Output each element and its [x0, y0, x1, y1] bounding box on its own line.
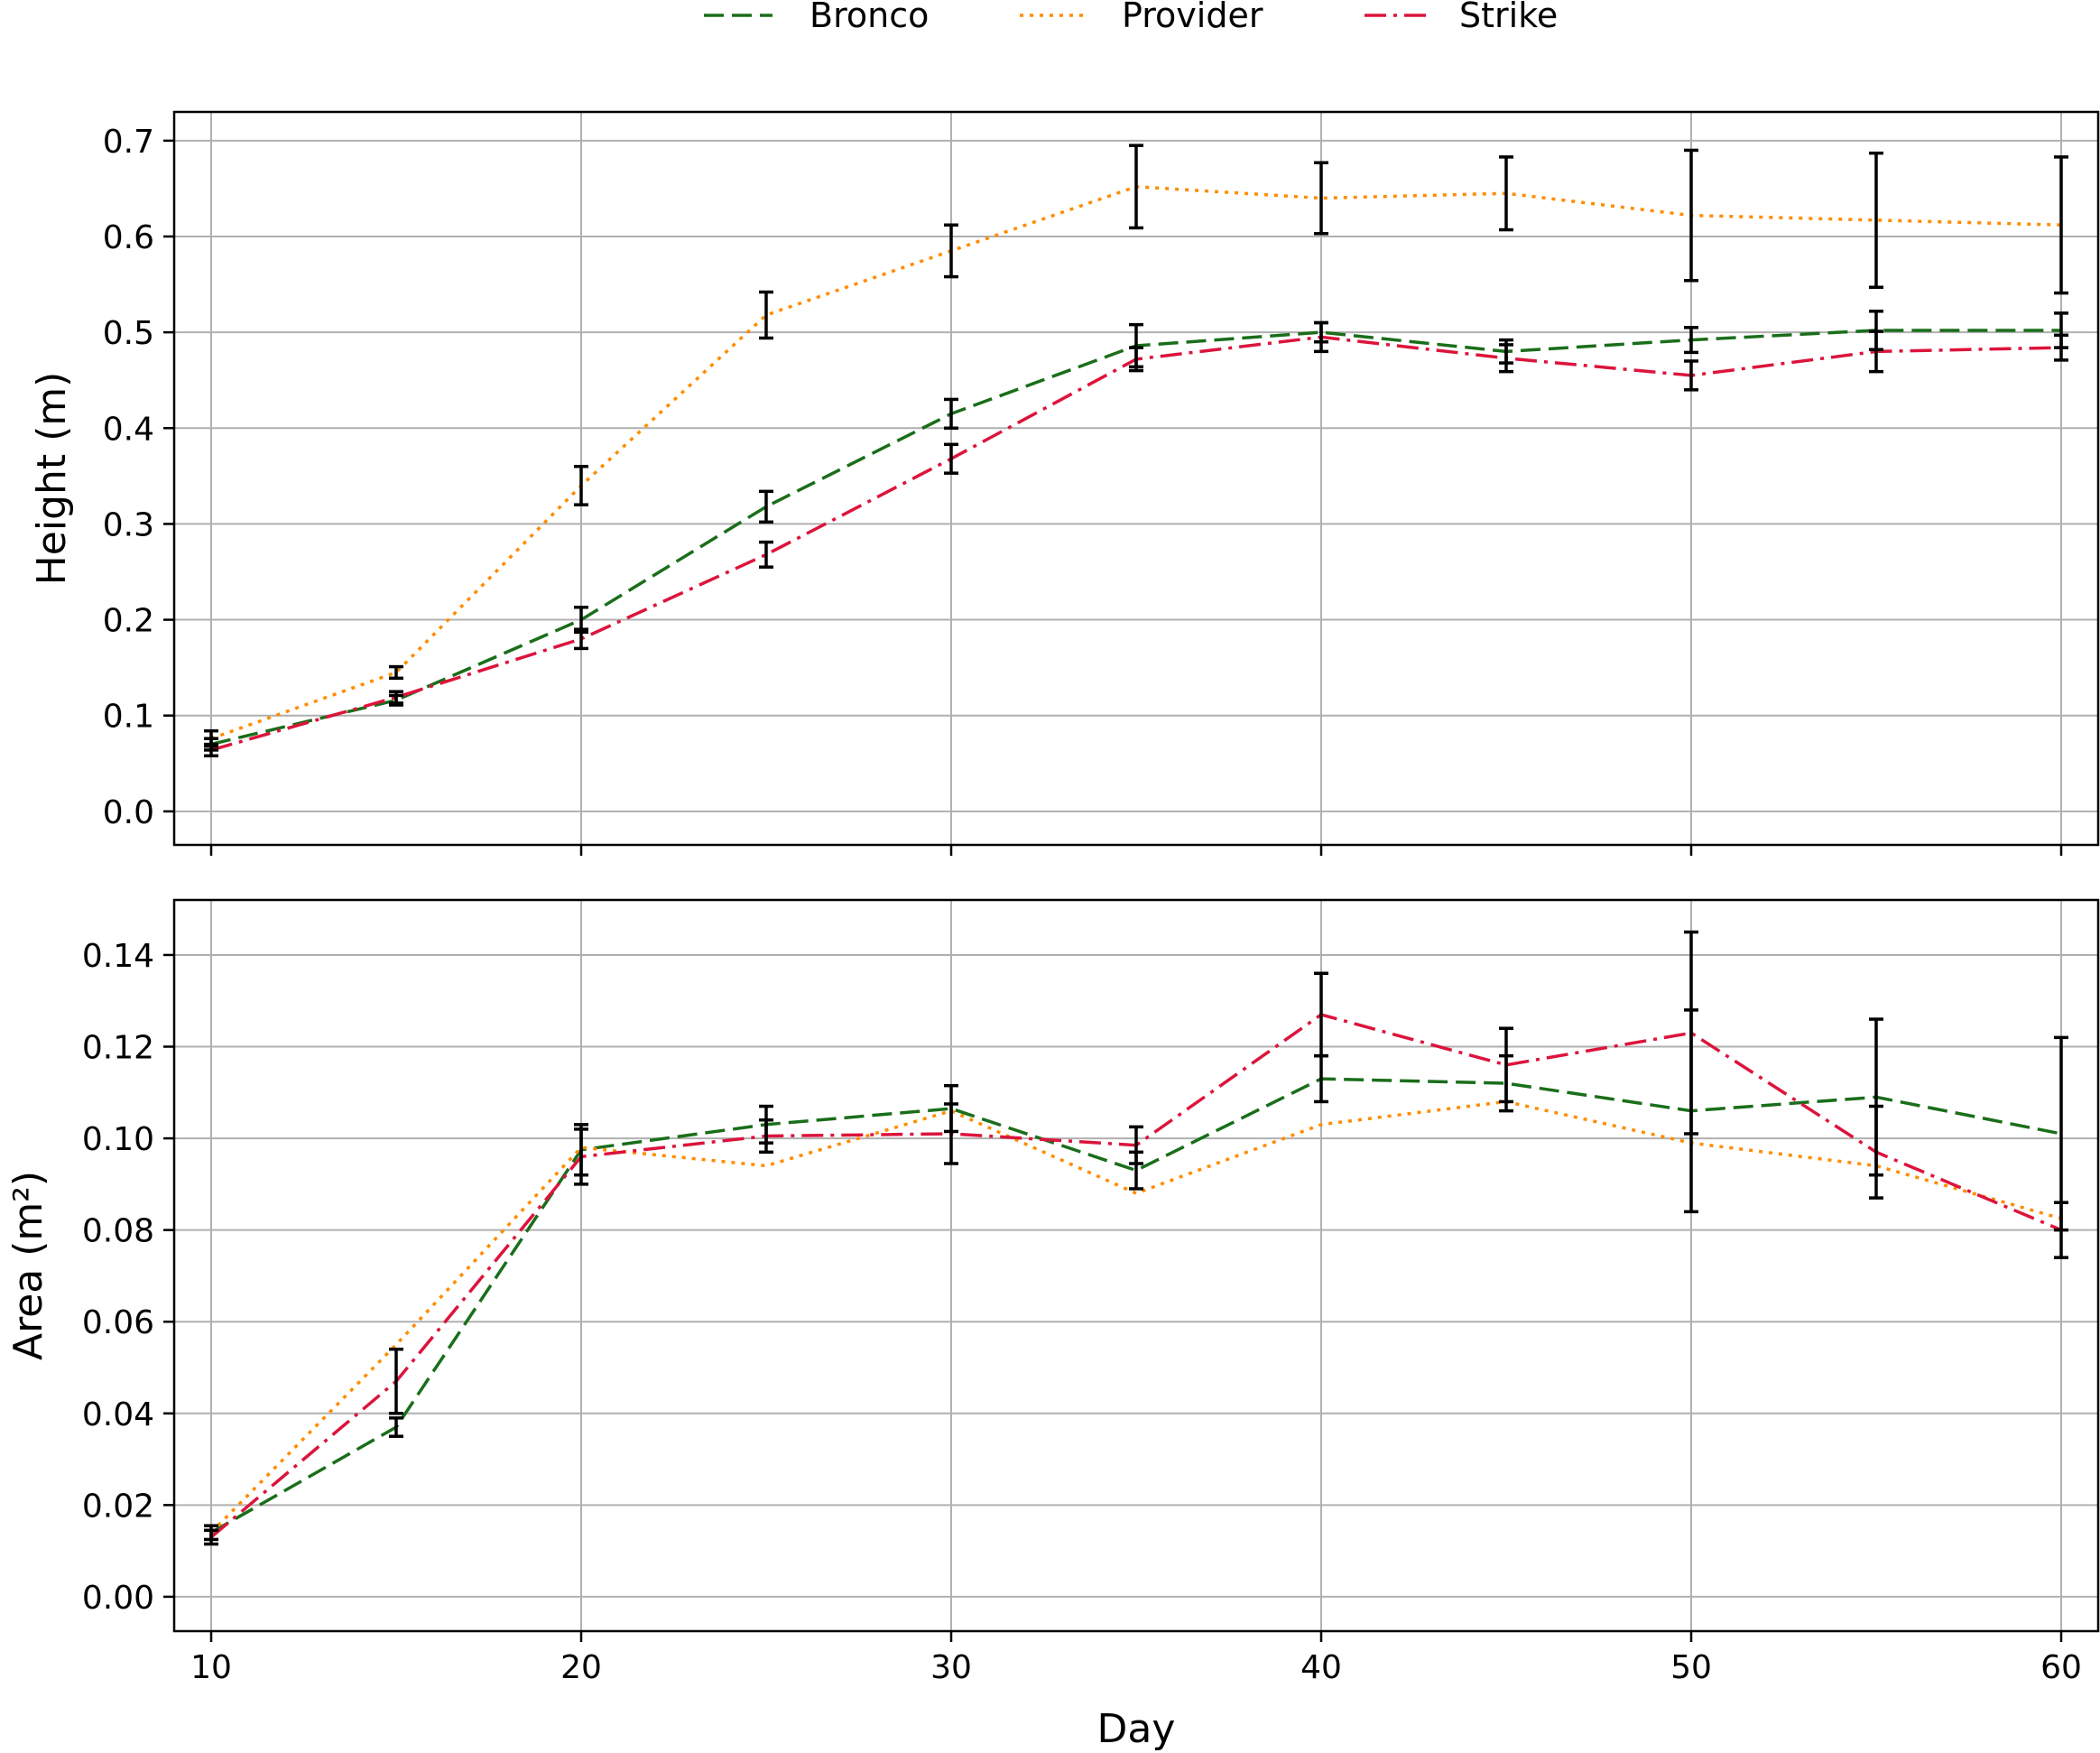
x-tick-label: 60	[2040, 1649, 2082, 1686]
plot-frame	[172, 898, 2100, 1633]
y-tick-label: 0.0	[103, 794, 154, 831]
error-bar	[1129, 1125, 1143, 1165]
error-bar	[1129, 346, 1143, 373]
error-bar	[759, 540, 773, 569]
legend-item-strike: Strike	[1365, 0, 1558, 35]
error-bar	[759, 290, 773, 340]
error-bar	[1129, 144, 1143, 230]
series-line-provider	[210, 185, 2062, 740]
error-bar	[389, 664, 403, 681]
error-bar	[1314, 320, 1328, 354]
error-bar	[2054, 333, 2068, 362]
legend-label: Strike	[1459, 0, 1558, 35]
y-tick-label: 0.4	[103, 411, 154, 448]
y-tick-label: 0.7	[103, 124, 154, 161]
panel-1: 0.0 0.1 0.2 0.3 0.4 0.5 0.6 0.7 Height (m)	[29, 110, 2100, 856]
error-bar	[574, 464, 588, 506]
legend-label: Provider	[1122, 0, 1263, 35]
error-bar	[1869, 1104, 1883, 1200]
error-bar	[759, 1118, 773, 1155]
legend-item-provider: Provider	[1020, 0, 1263, 35]
series-line-bronco	[210, 329, 2061, 747]
y-tick-label: 0.00	[82, 1580, 154, 1617]
series-line-strike	[210, 335, 2062, 752]
y-tick-label: 0.14	[82, 938, 154, 975]
error-bar	[944, 397, 958, 431]
error-bar	[574, 1127, 588, 1186]
error-bar	[1499, 155, 1513, 232]
error-bar	[1684, 148, 1698, 283]
error-bar	[759, 489, 773, 524]
x-tick-label: 40	[1300, 1649, 1342, 1686]
panel-2: 0.00 0.02 0.04 0.06 0.08 0.10 0.12 0.14 Area (m²…	[5, 898, 2100, 1642]
error-bar	[1869, 329, 1883, 374]
error-bar	[389, 1416, 403, 1438]
x-tick-label: 10	[190, 1649, 232, 1686]
error-bar	[1684, 326, 1698, 355]
y-tick-label: 0.6	[103, 219, 154, 256]
error-bar	[2054, 1201, 2068, 1259]
x-tick-label: 50	[1670, 1649, 1712, 1686]
x-tick-label: 20	[560, 1649, 602, 1686]
error-bar	[1684, 359, 1698, 392]
y-tick-label: 0.10	[82, 1121, 154, 1158]
y-tick-label: 0.5	[103, 315, 154, 352]
y-axis-label: Area (m²)	[5, 1171, 51, 1360]
error-bar	[944, 223, 958, 279]
legend: Bronco Provider Strike	[704, 0, 1558, 35]
error-bar	[204, 742, 218, 758]
error-bar	[2054, 155, 2068, 295]
y-tick-label: 0.02	[82, 1488, 154, 1525]
error-bar	[574, 627, 588, 651]
error-bar	[1684, 930, 1698, 1136]
error-bar	[1499, 343, 1513, 374]
x-axis-label: Day	[1097, 1706, 1176, 1752]
error-bar	[1499, 1026, 1513, 1104]
y-axis-label: Height (m)	[29, 372, 75, 586]
series-line-strike	[209, 1013, 2062, 1539]
plot-frame	[172, 110, 2100, 847]
error-bar	[389, 690, 403, 705]
error-bar	[944, 1102, 958, 1165]
error-bar	[944, 442, 958, 475]
y-tick-label: 0.06	[82, 1304, 154, 1341]
y-tick-label: 0.2	[103, 603, 154, 640]
y-tick-label: 0.12	[82, 1030, 154, 1067]
error-bar	[1869, 151, 1883, 289]
legend-item-bronco: Bronco	[704, 0, 929, 35]
series-line-bronco	[210, 1077, 2062, 1535]
x-tick-label: 30	[930, 1649, 972, 1686]
y-tick-label: 0.1	[103, 699, 154, 736]
error-bar	[1314, 971, 1328, 1058]
error-bar	[1314, 161, 1328, 236]
error-bar	[204, 1528, 218, 1546]
legend-label: Bronco	[809, 0, 929, 35]
y-tick-label: 0.04	[82, 1396, 154, 1433]
y-tick-label: 0.3	[103, 506, 154, 543]
y-tick-label: 0.08	[82, 1213, 154, 1250]
error-bar	[389, 1347, 403, 1415]
